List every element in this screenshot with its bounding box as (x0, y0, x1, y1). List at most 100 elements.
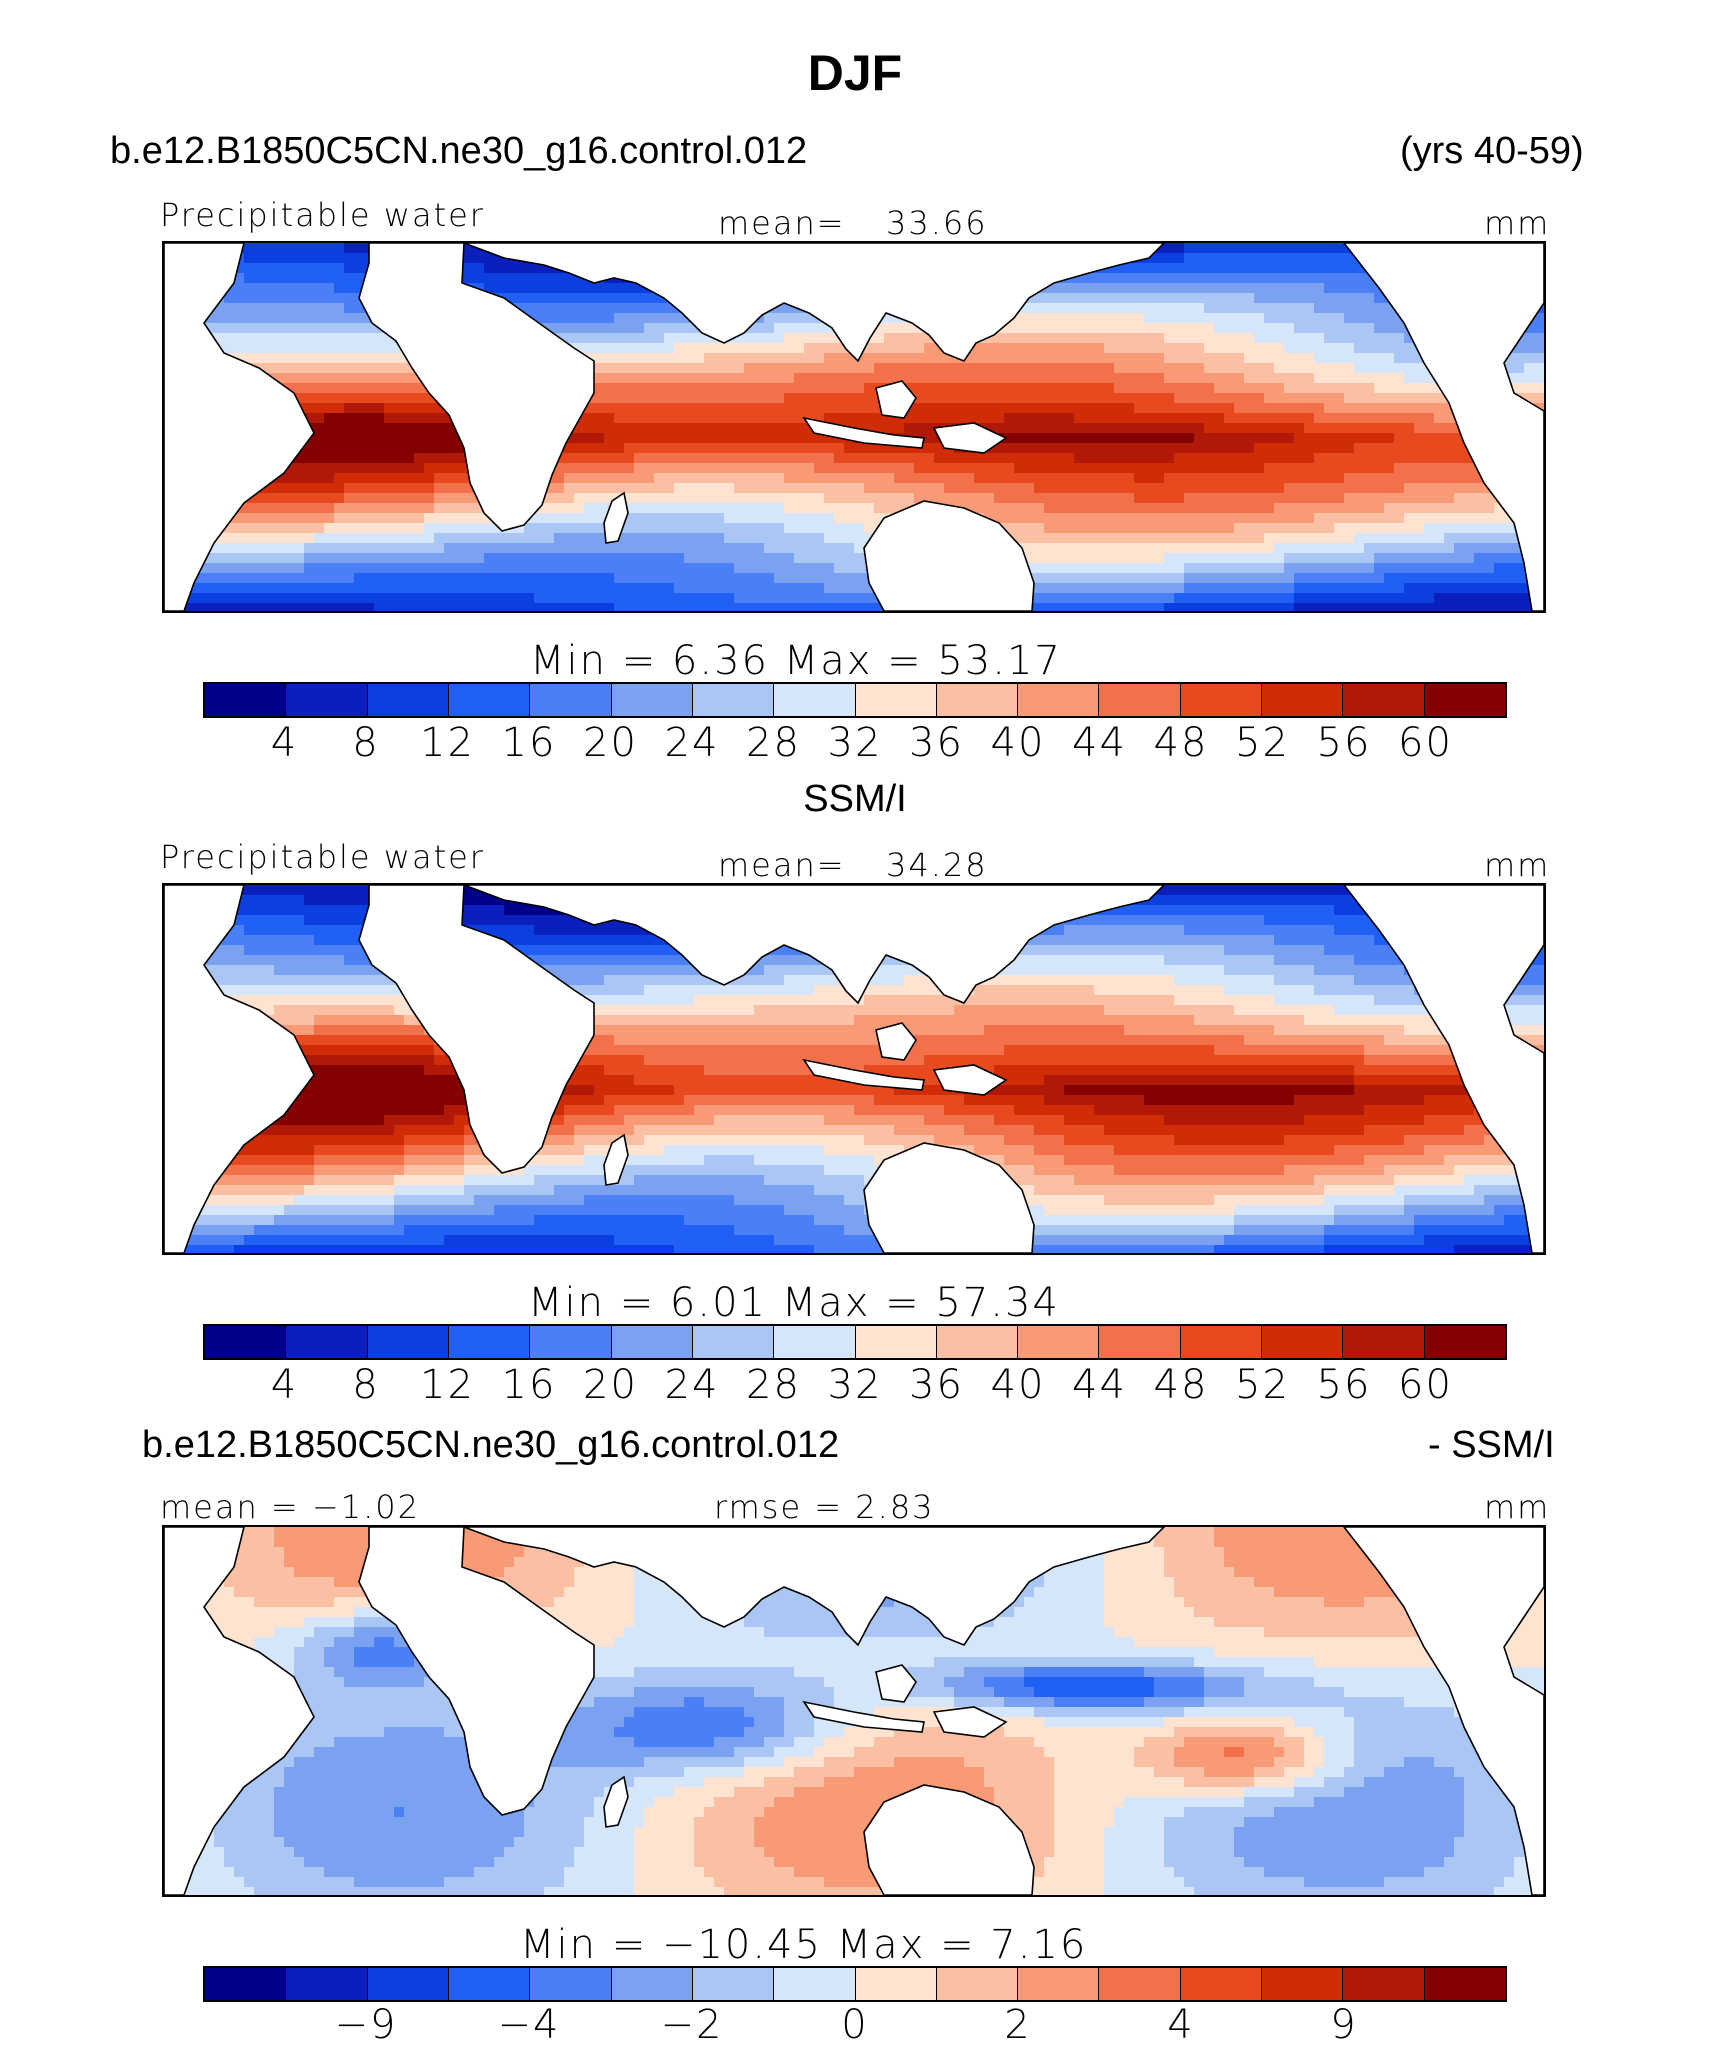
colorbar-swatch (1424, 684, 1505, 716)
colorbar-tick-label: 48 (1153, 720, 1209, 766)
colorbar-swatch (1424, 1326, 1505, 1358)
panel1-mean-value: 33.66 (886, 204, 988, 242)
panel2-variable-label: Precipitable water (160, 838, 485, 876)
colorbar-tick-label: 44 (1072, 720, 1127, 766)
colorbar-swatch (855, 684, 937, 716)
panel1-model-map (162, 241, 1546, 613)
panel3-difference-map (162, 1525, 1546, 1897)
colorbar-swatch (1262, 684, 1344, 716)
figure-title: DJF (807, 45, 903, 101)
colorbar-swatch (855, 1326, 937, 1358)
colorbar-swatch (1424, 1968, 1505, 2000)
colorbar-swatch (611, 1968, 693, 2000)
colorbar-swatch (286, 1968, 368, 2000)
colorbar-swatch (1018, 684, 1100, 716)
colorbar-tick-label: 12 (420, 1362, 475, 1408)
coastline (932, 1064, 1008, 1096)
colorbar-swatch (1343, 1326, 1425, 1358)
colorbar-swatch (448, 1326, 531, 1358)
colorbar-swatch (1262, 1968, 1344, 2000)
colorbar-tick-label: 24 (664, 1362, 720, 1408)
colorbar-tick-label: 16 (501, 720, 557, 766)
colorbar-swatch (367, 684, 449, 716)
panel3-rmse: rmse = 2.83 (714, 1488, 935, 1526)
coastline (1342, 1527, 1544, 1895)
panel1-colorbar (203, 682, 1507, 718)
panel2-units: mm (1484, 846, 1551, 884)
coastline (875, 1022, 917, 1061)
colorbar-tick-label: 36 (909, 720, 964, 766)
coastline (164, 243, 315, 611)
coastline (932, 422, 1008, 454)
colorbar-tick-label: 32 (827, 720, 883, 766)
coastline (863, 500, 1035, 611)
colorbar-swatch (692, 1326, 775, 1358)
colorbar-swatch (1180, 684, 1263, 716)
colorbar-swatch (774, 684, 856, 716)
colorbar-swatch (448, 1968, 531, 2000)
coastline (802, 1058, 925, 1091)
panel2-colorbar (203, 1324, 1507, 1360)
colorbar-swatch (1343, 684, 1425, 716)
colorbar-tick-label: 8 (352, 1362, 380, 1408)
colorbar-swatch (1018, 1326, 1100, 1358)
colorbar-swatch (448, 684, 531, 716)
colorbar-tick-label: −4 (497, 2002, 561, 2048)
panel3-case-label: b.e12.B1850C5CN.ne30_g16.control.012 (142, 1424, 840, 1466)
colorbar-swatch (367, 1326, 449, 1358)
coastline (164, 885, 315, 1253)
colorbar-tick-label: 28 (746, 720, 801, 766)
colorbar-tick-label: 16 (501, 1362, 557, 1408)
colorbar-swatch (205, 1968, 287, 2000)
coastline (463, 1527, 1166, 1647)
colorbar-swatch (1343, 1968, 1425, 2000)
coastline (875, 380, 917, 419)
panel2-minmax: Min = 6.01 Max = 57.34 (528, 1280, 1060, 1326)
colorbar-swatch (692, 1968, 775, 2000)
panel1-minmax: Min = 6.36 Max = 53.17 (530, 638, 1062, 684)
colorbar-tick-label: 2 (1004, 2002, 1032, 2048)
colorbar-tick-label: 52 (1235, 1362, 1290, 1408)
coastline (802, 416, 925, 449)
colorbar-tick-label: 56 (1316, 720, 1372, 766)
colorbar-tick-label: 60 (1398, 720, 1453, 766)
colorbar-tick-label: 60 (1398, 1362, 1453, 1408)
coastline (358, 1527, 595, 1816)
colorbar-tick-label: 4 (1167, 2002, 1195, 2048)
colorbar-swatch (367, 1968, 449, 2000)
panel3-colorbar (203, 1966, 1507, 2002)
colorbar-swatch (1262, 1326, 1344, 1358)
colorbar-tick-label: 0 (841, 2002, 869, 2048)
colorbar-swatch (1018, 1968, 1100, 2000)
coastline (463, 243, 1166, 363)
case-label: b.e12.B1850C5CN.ne30_g16.control.012 (110, 130, 808, 172)
coastline (358, 243, 595, 532)
panel2-obs-map (162, 883, 1546, 1255)
coastline (463, 885, 1166, 1005)
colorbar-tick-label: 36 (909, 1362, 964, 1408)
colorbar-swatch (936, 684, 1019, 716)
colorbar-swatch (530, 1968, 612, 2000)
coastline (603, 1775, 629, 1828)
years-label: (yrs 40-59) (1400, 130, 1584, 172)
panel3-minmax: Min = −10.45 Max = 7.16 (520, 1922, 1088, 1968)
colorbar-tick-label: 8 (352, 720, 380, 766)
panel3-mean: mean = −1.02 (160, 1488, 420, 1526)
colorbar-swatch (286, 684, 368, 716)
coastline (164, 1527, 315, 1895)
panel1-mean-label: mean= (718, 204, 846, 242)
colorbar-swatch (936, 1968, 1019, 2000)
colorbar-swatch (611, 1326, 693, 1358)
colorbar-tick-label: 12 (420, 720, 475, 766)
panel3-minus-label: - SSM/I (1428, 1424, 1555, 1466)
colorbar-swatch (1099, 1326, 1181, 1358)
colorbar-tick-label: −2 (660, 2002, 724, 2048)
colorbar-tick-label: 40 (990, 1362, 1046, 1408)
colorbar-swatch (205, 684, 287, 716)
colorbar-swatch (936, 1326, 1019, 1358)
coastline (1342, 243, 1544, 611)
colorbar-tick-label: 28 (746, 1362, 801, 1408)
colorbar-swatch (286, 1326, 368, 1358)
panel2-mean-value: 34.28 (886, 846, 988, 884)
panel2-title: SSM/I (803, 778, 907, 820)
